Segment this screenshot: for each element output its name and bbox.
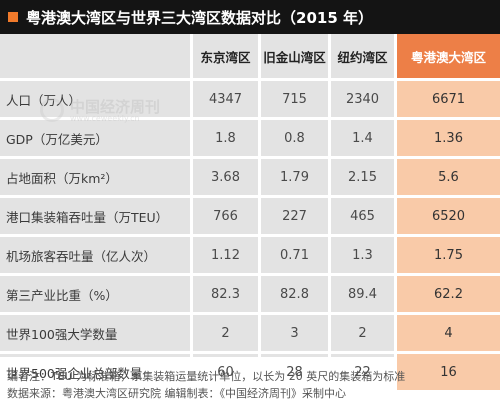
table-cell: 0.8: [261, 120, 331, 159]
table-header-row: 东京湾区 旧金山湾区 纽约湾区 粤港澳大湾区: [0, 34, 500, 81]
table-cell: 3.68: [193, 159, 261, 198]
table-row: 世界100强大学数量 2 3 2 4: [0, 315, 500, 354]
table-cell-highlight: 6520: [397, 198, 500, 237]
row-label: 机场旅客吞吐量（亿人次）: [0, 237, 193, 276]
table-cell: 28: [261, 354, 331, 393]
row-label: 世界100强大学数量: [0, 315, 193, 354]
table-cell: 60: [193, 354, 261, 393]
table-cell-highlight: 16: [397, 354, 500, 393]
table-cell: 2: [193, 315, 261, 354]
source-note: 数据来源：粤港澳大湾区研究院 编辑制表：《中国经济周刊》采制中心: [7, 387, 346, 400]
row-label: GDP（万亿美元）: [0, 120, 193, 159]
table-cell: 465: [331, 198, 397, 237]
table-cell-highlight: 4: [397, 315, 500, 354]
table-cell: 2340: [331, 81, 397, 120]
table-cell: 2.15: [331, 159, 397, 198]
table-cell-highlight: 6671: [397, 81, 500, 120]
table-row: 世界500强企业总部数量 60 28 22 16: [0, 354, 500, 393]
row-label: 世界500强企业总部数量: [0, 354, 193, 393]
table-cell: 89.4: [331, 276, 397, 315]
row-label: 占地面积（万km²）: [0, 159, 193, 198]
title-bar: 粤港澳大湾区与世界三大湾区数据对比（2015 年）: [0, 0, 500, 34]
header-cell-tokyo: 东京湾区: [193, 34, 261, 81]
table-row: 机场旅客吞吐量（亿人次） 1.12 0.71 1.3 1.75: [0, 237, 500, 276]
table-cell: 82.8: [261, 276, 331, 315]
table-cell: 1.12: [193, 237, 261, 276]
table-cell: 82.3: [193, 276, 261, 315]
table-cell: 1.4: [331, 120, 397, 159]
header-cell-gba: 粤港澳大湾区: [397, 34, 500, 81]
footnotes: 编者注：TEU 为标准箱，系集装箱运量统计单位，以长为 20 英尺的集装箱为标准…: [7, 368, 497, 402]
table-cell: 227: [261, 198, 331, 237]
table-row: 港口集装箱吞吐量（万TEU） 766 227 465 6520: [0, 198, 500, 237]
table-row: GDP（万亿美元） 1.8 0.8 1.4 1.36: [0, 120, 500, 159]
table-cell: 4347: [193, 81, 261, 120]
row-label: 港口集装箱吞吐量（万TEU）: [0, 198, 193, 237]
table-cell: 3: [261, 315, 331, 354]
header-cell-sanfrancisco: 旧金山湾区: [261, 34, 331, 81]
table-row: 第三产业比重（%） 82.3 82.8 89.4 62.2: [0, 276, 500, 315]
table-cell: 22: [331, 354, 397, 393]
editor-note: 编者注：TEU 为标准箱，系集装箱运量统计单位，以长为 20 英尺的集装箱为标准: [7, 370, 406, 383]
page-title: 粤港澳大湾区与世界三大湾区数据对比（2015 年）: [26, 8, 373, 27]
table-cell: 2: [331, 315, 397, 354]
table-cell-highlight: 1.75: [397, 237, 500, 276]
table-cell: 0.71: [261, 237, 331, 276]
row-label: 第三产业比重（%）: [0, 276, 193, 315]
table-cell-highlight: 5.6: [397, 159, 500, 198]
table-cell: 1.79: [261, 159, 331, 198]
header-cell-empty: [0, 34, 193, 81]
comparison-table: 东京湾区 旧金山湾区 纽约湾区 粤港澳大湾区 人口（万人） 4347 715 2…: [0, 34, 500, 393]
title-square-icon: [8, 12, 18, 22]
table-cell-highlight: 1.36: [397, 120, 500, 159]
header-cell-newyork: 纽约湾区: [331, 34, 397, 81]
table-cell: 766: [193, 198, 261, 237]
table-row: 人口（万人） 4347 715 2340 6671: [0, 81, 500, 120]
table-cell-highlight: 62.2: [397, 276, 500, 315]
table-cell: 715: [261, 81, 331, 120]
row-label: 人口（万人）: [0, 81, 193, 120]
table-row: 占地面积（万km²） 3.68 1.79 2.15 5.6: [0, 159, 500, 198]
table-cell: 1.8: [193, 120, 261, 159]
table-cell: 1.3: [331, 237, 397, 276]
